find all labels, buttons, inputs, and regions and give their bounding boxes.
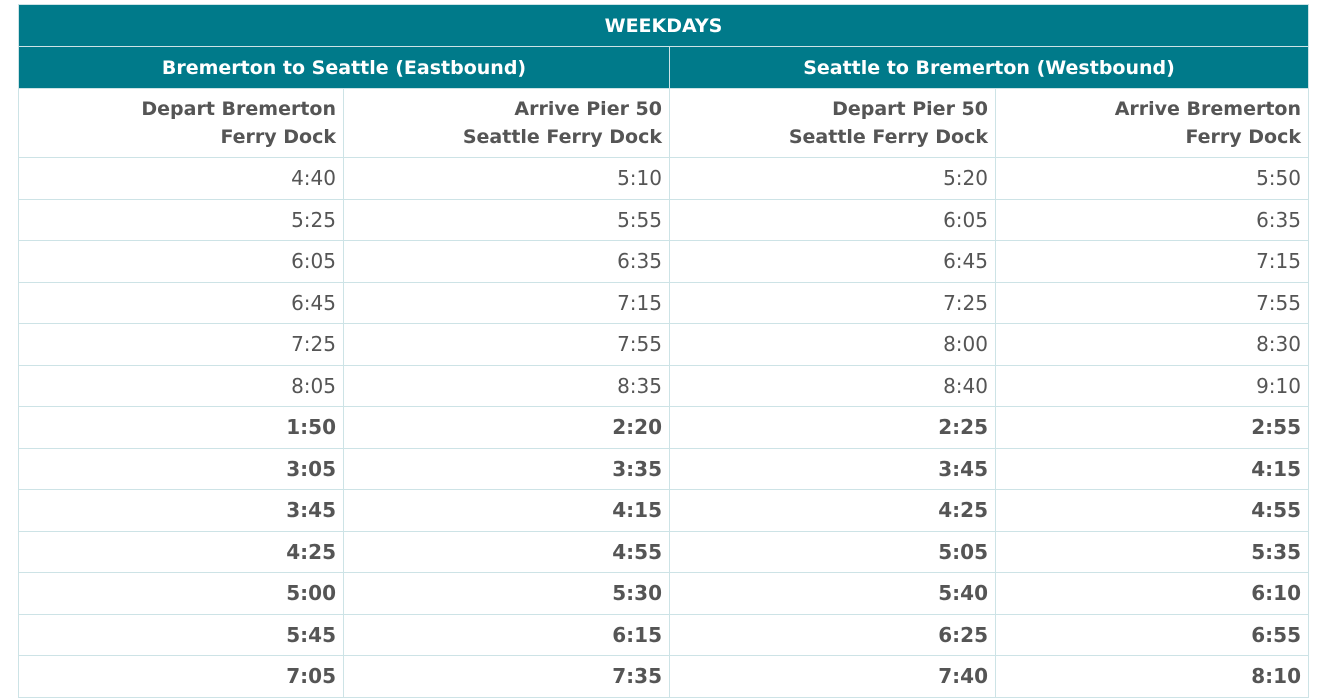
column-header-row: Depart Bremerton Ferry Dock Arrive Pier … [18, 88, 1309, 158]
arrive-bremerton-time: 7:55 [995, 281, 1309, 324]
depart-bremerton-time: 3:05 [18, 447, 344, 490]
schedule-title: WEEKDAYS [18, 4, 1309, 47]
depart-bremerton-time: 3:45 [18, 489, 344, 532]
schedule-body: 4:40 5:10 5:20 5:50 5:25 5:55 6:05 6:35 6:05 6:35… [18, 157, 1309, 698]
depart-seattle-time: 5:40 [669, 572, 996, 615]
direction-westbound: Seattle to Bremerton (Westbound) [669, 46, 1309, 89]
arrive-bremerton-time: 6:55 [995, 613, 1309, 656]
col-depart-seattle-line1: Depart Pier 50 [832, 98, 988, 120]
table-row: 7:05 7:35 7:40 8:10 [18, 655, 1309, 698]
arrive-bremerton-time: 8:30 [995, 323, 1309, 366]
table-row: 1:50 2:20 2:25 2:55 [18, 406, 1309, 449]
depart-bremerton-time: 5:00 [18, 572, 344, 615]
col-depart-bremerton-line2: Ferry Dock [220, 126, 336, 148]
arrive-seattle-time: 5:30 [343, 572, 670, 615]
depart-seattle-time: 8:00 [669, 323, 996, 366]
schedule-title-row: WEEKDAYS [18, 4, 1309, 47]
arrive-seattle-time: 8:35 [343, 364, 670, 407]
arrive-seattle-time: 2:20 [343, 406, 670, 449]
depart-seattle-time: 4:25 [669, 489, 996, 532]
depart-seattle-time: 2:25 [669, 406, 996, 449]
arrive-seattle-time: 3:35 [343, 447, 670, 490]
depart-seattle-time: 7:40 [669, 655, 996, 698]
arrive-bremerton-time: 6:35 [995, 198, 1309, 241]
col-arrive-bremerton-line1: Arrive Bremerton [1114, 98, 1301, 120]
depart-bremerton-time: 8:05 [18, 364, 344, 407]
depart-bremerton-time: 5:25 [18, 198, 344, 241]
arrive-seattle-time: 5:10 [343, 157, 670, 200]
arrive-bremerton-time: 7:15 [995, 240, 1309, 283]
table-row: 7:25 7:55 8:00 8:30 [18, 323, 1309, 366]
table-row: 3:45 4:15 4:25 4:55 [18, 489, 1309, 532]
arrive-seattle-time: 7:15 [343, 281, 670, 324]
col-arrive-bremerton: Arrive Bremerton Ferry Dock [995, 88, 1309, 158]
arrive-seattle-time: 4:55 [343, 530, 670, 573]
table-row: 5:25 5:55 6:05 6:35 [18, 198, 1309, 241]
depart-seattle-time: 6:05 [669, 198, 996, 241]
table-row: 4:40 5:10 5:20 5:50 [18, 157, 1309, 200]
arrive-bremerton-time: 9:10 [995, 364, 1309, 407]
depart-seattle-time: 6:45 [669, 240, 996, 283]
table-row: 3:05 3:35 3:45 4:15 [18, 447, 1309, 490]
arrive-seattle-time: 5:55 [343, 198, 670, 241]
arrive-seattle-time: 6:15 [343, 613, 670, 656]
arrive-seattle-time: 7:35 [343, 655, 670, 698]
arrive-bremerton-time: 5:50 [995, 157, 1309, 200]
table-row: 4:25 4:55 5:05 5:35 [18, 530, 1309, 573]
table-row: 6:05 6:35 6:45 7:15 [18, 240, 1309, 283]
direction-row: Bremerton to Seattle (Eastbound) Seattle… [18, 46, 1309, 89]
table-row: 5:00 5:30 5:40 6:10 [18, 572, 1309, 615]
depart-bremerton-time: 4:25 [18, 530, 344, 573]
col-depart-seattle: Depart Pier 50 Seattle Ferry Dock [669, 88, 996, 158]
depart-seattle-time: 5:20 [669, 157, 996, 200]
depart-bremerton-time: 7:05 [18, 655, 344, 698]
arrive-bremerton-time: 6:10 [995, 572, 1309, 615]
arrive-bremerton-time: 8:10 [995, 655, 1309, 698]
arrive-seattle-time: 7:55 [343, 323, 670, 366]
col-depart-bremerton-line1: Depart Bremerton [141, 98, 336, 120]
table-row: 5:45 6:15 6:25 6:55 [18, 613, 1309, 656]
col-depart-seattle-line2: Seattle Ferry Dock [788, 126, 988, 148]
direction-eastbound: Bremerton to Seattle (Eastbound) [18, 46, 670, 89]
depart-bremerton-time: 6:05 [18, 240, 344, 283]
arrive-bremerton-time: 5:35 [995, 530, 1309, 573]
table-row: 8:05 8:35 8:40 9:10 [18, 364, 1309, 407]
col-arrive-seattle-line2: Seattle Ferry Dock [462, 126, 662, 148]
col-arrive-seattle: Arrive Pier 50 Seattle Ferry Dock [343, 88, 670, 158]
depart-bremerton-time: 7:25 [18, 323, 344, 366]
col-arrive-bremerton-line2: Ferry Dock [1185, 126, 1301, 148]
arrive-bremerton-time: 4:55 [995, 489, 1309, 532]
depart-bremerton-time: 5:45 [18, 613, 344, 656]
depart-bremerton-time: 6:45 [18, 281, 344, 324]
arrive-seattle-time: 4:15 [343, 489, 670, 532]
depart-seattle-time: 5:05 [669, 530, 996, 573]
depart-seattle-time: 3:45 [669, 447, 996, 490]
col-arrive-seattle-line1: Arrive Pier 50 [514, 98, 662, 120]
table-row: 6:45 7:15 7:25 7:55 [18, 281, 1309, 324]
depart-seattle-time: 6:25 [669, 613, 996, 656]
arrive-seattle-time: 6:35 [343, 240, 670, 283]
arrive-bremerton-time: 4:15 [995, 447, 1309, 490]
depart-bremerton-time: 4:40 [18, 157, 344, 200]
arrive-bremerton-time: 2:55 [995, 406, 1309, 449]
depart-seattle-time: 8:40 [669, 364, 996, 407]
ferry-schedule-table: WEEKDAYS Bremerton to Seattle (Eastbound… [18, 4, 1309, 698]
col-depart-bremerton: Depart Bremerton Ferry Dock [18, 88, 344, 158]
depart-bremerton-time: 1:50 [18, 406, 344, 449]
depart-seattle-time: 7:25 [669, 281, 996, 324]
